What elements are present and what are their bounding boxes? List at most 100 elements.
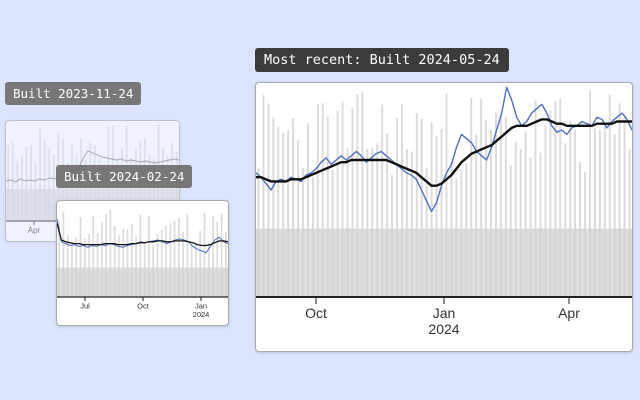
average-series-line	[57, 223, 228, 247]
activity-bar	[195, 243, 197, 297]
activity-bar	[519, 149, 522, 297]
activity-bar	[316, 103, 319, 297]
activity-bar	[21, 155, 23, 221]
activity-bar	[618, 103, 621, 297]
activity-bar	[148, 216, 150, 297]
activity-bar	[593, 127, 596, 297]
activity-bar	[102, 163, 105, 221]
activity-bar	[257, 167, 260, 297]
activity-bar	[143, 241, 146, 297]
activity-bar	[391, 174, 394, 297]
activity-bar	[177, 217, 180, 297]
activity-bar	[182, 232, 184, 297]
x-tick-label: Apr	[558, 305, 580, 321]
activity-bar	[7, 145, 10, 221]
activity-bar	[199, 230, 202, 297]
activity-bar	[440, 129, 443, 297]
x-tick-label: Oct	[137, 301, 150, 310]
activity-bar	[415, 112, 418, 298]
activity-bar	[16, 161, 19, 221]
activity-bar	[220, 213, 223, 297]
activity-bar	[169, 223, 172, 297]
activity-bar	[71, 242, 73, 297]
x-tick-label: Apr	[28, 226, 41, 235]
activity-bar	[282, 132, 285, 297]
activity-bar	[212, 216, 214, 297]
activity-bar	[326, 116, 329, 298]
activity-bar	[534, 99, 537, 298]
activity-bar	[262, 95, 265, 298]
activity-bar	[509, 165, 512, 297]
activity-bar	[66, 234, 69, 297]
activity-bar	[425, 167, 428, 297]
activity-bar	[79, 217, 82, 297]
activity-bar	[75, 237, 78, 297]
activity-bar	[207, 243, 210, 297]
activity-bar	[465, 163, 468, 297]
activity-bar	[101, 222, 103, 297]
activity-bar	[122, 228, 125, 297]
activity-bar	[376, 143, 379, 297]
activity-bar	[524, 131, 527, 297]
activity-bar	[75, 156, 78, 221]
x-tick-label: 2024	[428, 321, 459, 337]
activity-bar	[544, 125, 547, 297]
activity-bar	[160, 229, 163, 297]
activity-bar	[173, 221, 176, 297]
activity-bar	[574, 129, 577, 297]
activity-bar	[48, 148, 51, 221]
activity-bar	[118, 234, 120, 297]
activity-bar	[216, 221, 219, 297]
activity-bar	[331, 169, 334, 297]
activity-bar	[460, 170, 463, 297]
activity-bar	[475, 134, 478, 297]
activity-bar	[514, 142, 517, 297]
activity-bar	[405, 149, 408, 297]
activity-bar	[455, 178, 458, 297]
chart-card-2024-02-24: Jul Oct Jan 2024	[56, 200, 229, 326]
activity-bar	[139, 215, 142, 297]
activity-bar	[98, 158, 101, 221]
activity-bar	[287, 130, 290, 297]
activity-bar	[92, 215, 95, 297]
activity-bar	[494, 112, 497, 297]
activity-bar	[598, 129, 601, 297]
activity-bar	[579, 161, 582, 297]
chart-card-2024-05-24: Oct Jan 2024 Apr	[255, 82, 633, 352]
activity-bar	[11, 142, 14, 221]
activity-bar	[130, 223, 133, 297]
x-tick-label: Jul	[80, 301, 90, 310]
activity-bar	[554, 101, 557, 298]
activity-bar	[225, 231, 227, 297]
activity-bar	[361, 91, 364, 297]
activity-bar	[297, 139, 300, 297]
activity-bar	[43, 141, 46, 221]
activity-bar	[186, 214, 189, 297]
activity-bar	[584, 172, 586, 297]
activity-bar	[30, 144, 32, 221]
x-tick-label: 2024	[193, 310, 210, 319]
activity-bar	[165, 225, 167, 297]
activity-bar	[603, 124, 606, 297]
activity-bar	[116, 160, 119, 221]
activity-bar	[272, 117, 275, 297]
average-series-line	[256, 118, 632, 187]
build-label-2024-02-24: Built 2024-02-24	[56, 165, 193, 188]
activity-bar	[613, 134, 616, 297]
activity-bar	[341, 101, 344, 298]
activity-bar	[381, 104, 384, 297]
activity-bar	[277, 126, 280, 297]
activity-bar	[490, 129, 492, 297]
baseline-band	[57, 267, 228, 297]
activity-bar	[135, 236, 137, 297]
activity-bar	[445, 93, 448, 297]
activity-bar	[608, 94, 611, 297]
average-series-line	[6, 150, 179, 183]
activity-bar	[166, 156, 169, 221]
activity-bar	[83, 238, 86, 297]
activity-bar	[58, 221, 60, 297]
activity-bar	[267, 103, 270, 297]
activity-bar	[420, 118, 423, 297]
activity-bar	[351, 108, 354, 297]
